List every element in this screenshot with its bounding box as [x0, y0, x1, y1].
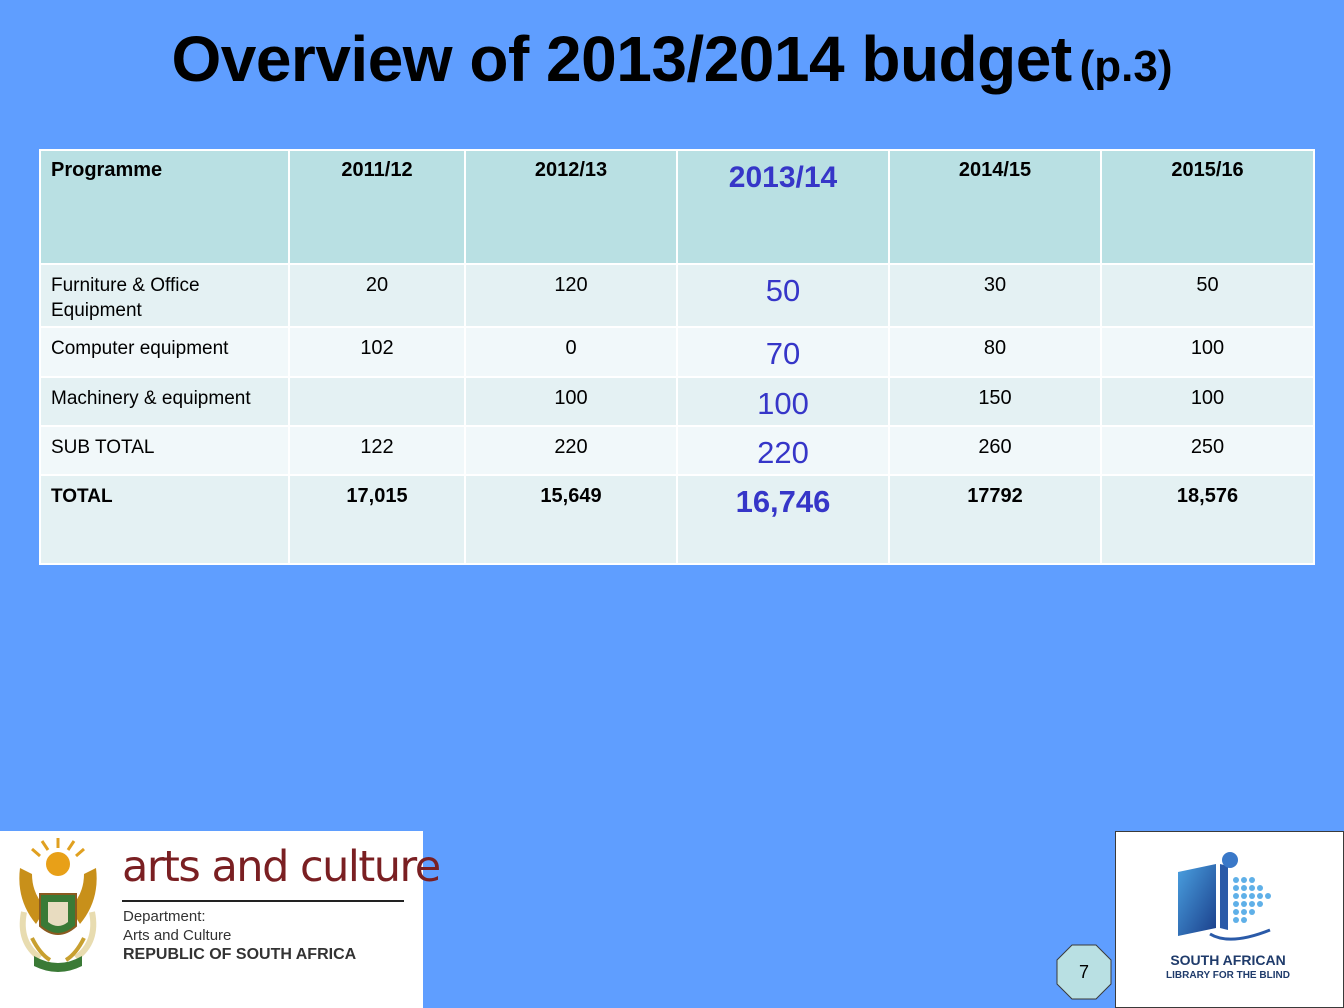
row-label: Machinery & equipment [39, 376, 290, 427]
table-cell: 122 [288, 425, 466, 476]
table-cell: 250 [1100, 425, 1315, 476]
table-cell: 50 [1100, 263, 1315, 328]
header-2013-14: 2013/14 [676, 149, 890, 265]
brand-department: Department: Arts and Culture REPUBLIC OF… [123, 907, 356, 964]
header-programme: Programme [39, 149, 290, 265]
table-cell-highlight: 220 [676, 425, 890, 476]
table-cell: 0 [464, 326, 678, 378]
slide-title: Overview of 2013/2014 budget (p.3) [0, 22, 1344, 96]
library-name-line2: LIBRARY FOR THE BLIND [1166, 970, 1290, 981]
table-cell: 18,576 [1100, 474, 1315, 565]
brand-name: arts and culture [122, 842, 441, 892]
table-cell: 260 [888, 425, 1102, 476]
row-label: SUB TOTAL [39, 425, 290, 476]
slide-title-page-ref: (p.3) [1079, 42, 1173, 91]
table-cell: 100 [1100, 326, 1315, 378]
table-cell: 17792 [888, 474, 1102, 565]
table-cell: 30 [888, 263, 1102, 328]
table-cell-highlight: 16,746 [676, 474, 890, 565]
table-cell: 100 [1100, 376, 1315, 427]
table-cell: 20 [288, 263, 466, 328]
table-cell-highlight: 50 [676, 263, 890, 328]
table-cell: 220 [464, 425, 678, 476]
header-2014-15: 2014/15 [888, 149, 1102, 265]
brand-dept-line1: Department: [123, 908, 206, 925]
table-row: Computer equipment 102 0 70 80 100 [39, 326, 1315, 378]
page-number-badge-icon [1056, 944, 1112, 1000]
table-cell-highlight: 100 [676, 376, 890, 427]
table-cell: 80 [888, 326, 1102, 378]
header-2011-12: 2011/12 [288, 149, 466, 265]
table-row-total: TOTAL 17,015 15,649 16,746 17792 18,576 [39, 474, 1315, 565]
table-cell: 150 [888, 376, 1102, 427]
slide-title-main: Overview of 2013/2014 budget [171, 23, 1072, 95]
table-row: Machinery & equipment 100 100 150 100 [39, 376, 1315, 427]
table-cell: 102 [288, 326, 466, 378]
header-2012-13: 2012/13 [464, 149, 678, 265]
row-label: Computer equipment [39, 326, 290, 378]
table-row: Furniture & Office Equipment 20 120 50 3… [39, 263, 1315, 328]
table-cell: 100 [464, 376, 678, 427]
header-2015-16: 2015/16 [1100, 149, 1315, 265]
row-label: Furniture & Office Equipment [39, 263, 290, 328]
table-cell: 17,015 [288, 474, 466, 565]
row-label: TOTAL [39, 474, 290, 565]
library-name-line1: SOUTH AFRICAN [1170, 952, 1286, 968]
table-cell-highlight: 70 [676, 326, 890, 378]
table-cell: 120 [464, 263, 678, 328]
table-header-row: Programme 2011/12 2012/13 2013/14 2014/1… [39, 149, 1315, 265]
table-row: SUB TOTAL 122 220 220 260 250 [39, 425, 1315, 476]
table-cell [288, 376, 466, 427]
coat-of-arms-icon [19, 838, 97, 972]
brand-dept-line3: REPUBLIC OF SOUTH AFRICA [123, 946, 357, 963]
table-cell: 15,649 [464, 474, 678, 565]
library-emblem-icon [1178, 852, 1271, 941]
brand-divider [122, 900, 404, 902]
budget-table: Programme 2011/12 2012/13 2013/14 2014/1… [39, 149, 1315, 565]
page-number: 7 [1078, 962, 1089, 982]
brand-dept-line2: Arts and Culture [123, 927, 232, 944]
